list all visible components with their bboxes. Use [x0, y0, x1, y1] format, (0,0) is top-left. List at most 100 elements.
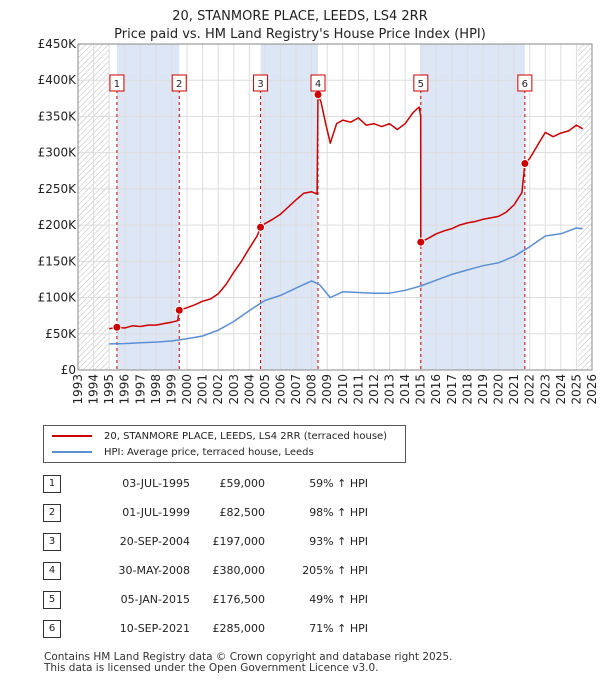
x-tick-label: 2019: [476, 374, 490, 405]
x-tick-label: 2020: [492, 374, 506, 405]
x-tick-label: 2002: [211, 374, 225, 405]
x-tick-label: 1993: [71, 374, 85, 405]
x-tick-label: 2011: [351, 374, 365, 405]
y-tick-label: £50K: [45, 327, 77, 341]
x-tick-label: 1999: [164, 374, 178, 405]
x-tick-label: 1995: [102, 374, 116, 405]
y-tick-label: £0: [61, 363, 76, 377]
sale-hpi-change: 93% ↑ HPI: [309, 535, 368, 548]
sale-point: [313, 90, 323, 100]
sale-number: 3: [43, 533, 61, 551]
sale-point: [112, 322, 122, 332]
y-tick-label: £400K: [38, 73, 78, 87]
x-tick-label: 2003: [227, 374, 241, 405]
x-tick-label: 2000: [180, 374, 194, 405]
sale-number: 5: [43, 591, 61, 609]
x-tick-label: 1997: [133, 374, 147, 405]
sale-point: [256, 222, 266, 232]
y-tick-label: £350K: [38, 109, 78, 123]
x-tick-label: 2010: [336, 374, 350, 405]
legend-swatch-property: [52, 435, 92, 437]
y-tick-label: £250K: [38, 182, 78, 196]
sale-number-label: 4: [315, 79, 321, 90]
sale-row: 6 10-SEP-2021 £285,000 71% ↑ HPI: [0, 620, 600, 638]
x-tick-label: 1998: [149, 374, 163, 405]
sale-date: 01-JUL-1999: [122, 506, 190, 519]
x-tick-label: 2005: [258, 374, 272, 405]
x-tick-label: 2026: [585, 374, 599, 405]
sale-number: 2: [43, 504, 61, 522]
sale-price: £197,000: [212, 535, 266, 548]
sale-number-label: 1: [114, 79, 120, 90]
sale-date: 30-MAY-2008: [118, 564, 190, 577]
x-tick-label: 2009: [320, 374, 334, 405]
sale-number-label: 2: [176, 79, 182, 90]
sale-hpi-change: 205% ↑ HPI: [302, 564, 368, 577]
footer-licence: This data is licensed under the Open Gov…: [44, 662, 379, 674]
hpi-line: [109, 227, 583, 345]
sale-number-box: [413, 74, 429, 92]
legend-label-property: 20, STANMORE PLACE, LEEDS, LS4 2RR (terr…: [104, 430, 388, 442]
sale-price: £176,500: [212, 593, 266, 606]
x-tick-label: 2023: [538, 374, 552, 405]
sale-date: 10-SEP-2021: [119, 622, 190, 635]
plot-border: [77, 43, 593, 371]
legend-item-hpi: HPI: Average price, terraced house, Leed…: [52, 445, 314, 459]
y-tick-label: £450K: [38, 37, 78, 51]
x-tick-label: 2013: [383, 374, 397, 405]
sale-row: 5 05-JAN-2015 £176,500 49% ↑ HPI: [0, 591, 600, 609]
chart-title-block: 20, STANMORE PLACE, LEEDS, LS4 2RR Price…: [0, 8, 600, 44]
sale-point: [416, 237, 426, 247]
sale-date: 05-JAN-2015: [120, 593, 190, 606]
x-tick-label: 2004: [242, 374, 256, 405]
sale-row: 3 20-SEP-2004 £197,000 93% ↑ HPI: [0, 533, 600, 551]
sale-number-label: 5: [418, 79, 424, 90]
x-tick-label: 2014: [398, 374, 412, 405]
x-tick-label: 2018: [460, 374, 474, 405]
legend: 20, STANMORE PLACE, LEEDS, LS4 2RR (terr…: [43, 425, 406, 463]
footer-copyright: Contains HM Land Registry data © Crown c…: [44, 651, 453, 663]
sale-price: £59,000: [219, 477, 266, 490]
chart-title: 20, STANMORE PLACE, LEEDS, LS4 2RR: [172, 9, 428, 24]
sale-period-band: [116, 44, 180, 370]
sale-row: 1 03-JUL-1995 £59,000 59% ↑ HPI: [0, 475, 600, 493]
legend-swatch-hpi: [52, 451, 92, 453]
sale-point: [520, 159, 530, 169]
sale-date: 20-SEP-2004: [119, 535, 190, 548]
y-tick-label: £150K: [38, 254, 78, 268]
x-tick-label: 2015: [414, 374, 428, 405]
sale-number-label: 3: [257, 79, 263, 90]
sale-price: £82,500: [219, 506, 266, 519]
x-tick-label: 2001: [196, 374, 210, 405]
legend-item-property: 20, STANMORE PLACE, LEEDS, LS4 2RR (terr…: [52, 429, 387, 443]
sale-row: 2 01-JUL-1999 £82,500 98% ↑ HPI: [0, 504, 600, 522]
sale-hpi-change: 98% ↑ HPI: [309, 506, 368, 519]
chart-subtitle: Price paid vs. HM Land Registry's House …: [114, 27, 486, 42]
sale-number-box: [109, 74, 125, 92]
x-tick-label: 2006: [273, 374, 287, 405]
sale-hpi-change: 59% ↑ HPI: [309, 477, 368, 490]
sale-number-box: [517, 74, 533, 92]
x-tick-label: 2007: [289, 374, 303, 405]
x-tick-label: 2017: [445, 374, 459, 405]
property-price-line: [109, 93, 584, 330]
sale-number: 4: [43, 562, 61, 580]
x-tick-label: 1994: [87, 374, 101, 405]
sale-number-box: [171, 74, 187, 92]
y-tick-label: £200K: [38, 218, 78, 232]
sale-number: 1: [43, 475, 61, 493]
sale-number-box: [253, 74, 269, 92]
sale-date: 03-JUL-1995: [122, 477, 190, 490]
hatched-region: [577, 44, 592, 370]
x-tick-label: 2025: [569, 374, 583, 405]
y-tick-label: £300K: [38, 146, 78, 160]
sale-number-box: [310, 74, 326, 92]
chart: 1 2 3 4 5 6 £0 £50K £100K £150K £200K £250K £300K £3…: [38, 37, 599, 405]
sale-row: 4 30-MAY-2008 £380,000 205% ↑ HPI: [0, 562, 600, 580]
sale-hpi-change: 71% ↑ HPI: [309, 622, 368, 635]
sale-point: [174, 305, 184, 315]
y-tick-label: £100K: [38, 291, 78, 305]
sale-price: £380,000: [212, 564, 266, 577]
x-tick-label: 2024: [554, 374, 568, 405]
x-tick-label: 2012: [367, 374, 381, 405]
